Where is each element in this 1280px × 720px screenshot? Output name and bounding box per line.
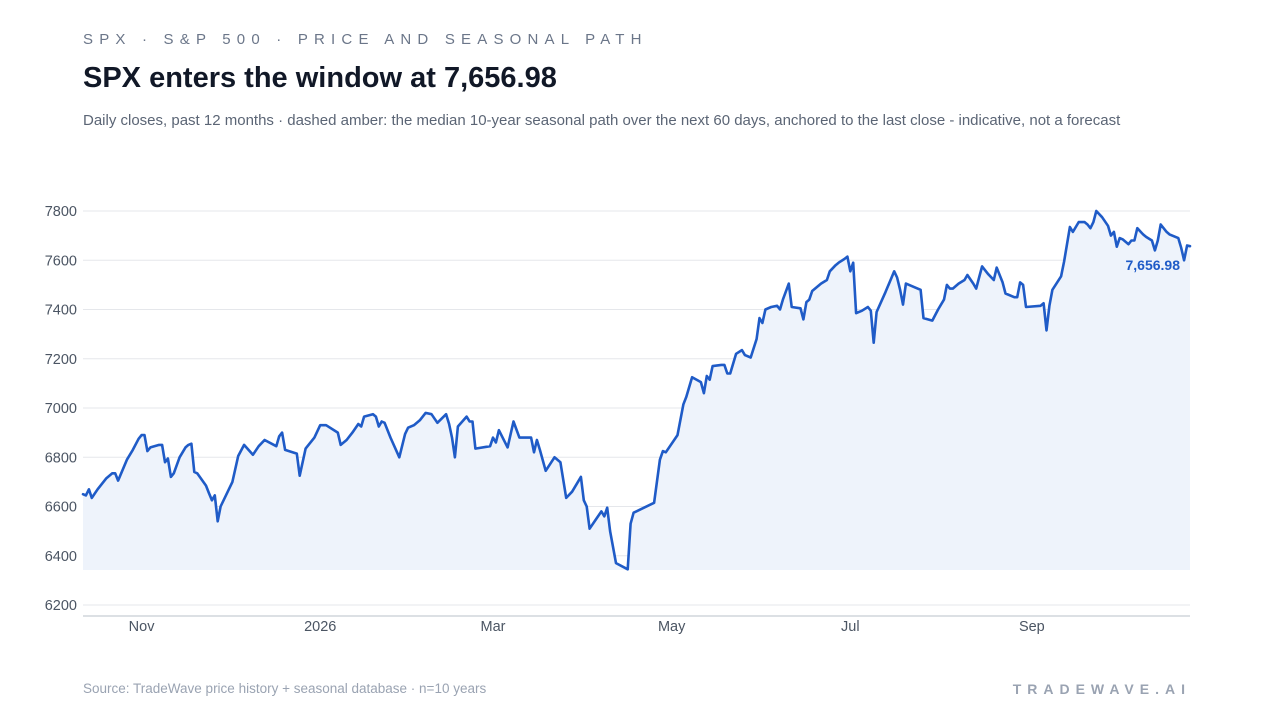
tick-labels: 6200 6400 6600 6800 7000 7200 7400 7600 7800 Nov 2… <box>45 204 1180 635</box>
x-tick-label: Mar <box>481 619 506 635</box>
x-tick-label: 2026 <box>304 619 336 635</box>
price-area <box>83 211 1190 570</box>
price-chart: 6200 6400 6600 6800 7000 7200 7400 7600 7800 Nov 2… <box>45 204 1192 635</box>
y-tick-label: 6200 <box>45 598 77 614</box>
x-tick-label: Nov <box>129 619 156 635</box>
area-layer <box>83 211 1190 570</box>
y-tick-label: 7600 <box>45 253 77 269</box>
x-tick-label: Jul <box>841 619 860 635</box>
price-line <box>81 209 1192 571</box>
brand-wordmark: TRADEWAVE.AI <box>1012 681 1191 697</box>
x-tick-label: May <box>658 619 686 635</box>
last-value-label: 7,656.98 <box>1126 257 1181 273</box>
y-tick-label: 7400 <box>45 303 77 319</box>
x-tick-label: Sep <box>1019 619 1045 635</box>
y-tick-label: 7800 <box>45 204 77 220</box>
source-note: Source: TradeWave price history + season… <box>83 681 487 696</box>
y-tick-label: 7000 <box>45 401 77 417</box>
chart-subtitle: Daily closes, past 12 months · dashed am… <box>83 112 1121 129</box>
chart-eyebrow: SPX · S&P 500 · PRICE AND SEASONAL PATH <box>83 31 648 48</box>
y-tick-label: 7200 <box>45 352 77 368</box>
line-layer <box>81 209 1192 571</box>
y-tick-label: 6800 <box>45 450 77 466</box>
y-tick-label: 6400 <box>45 549 77 565</box>
chart-title: SPX enters the window at 7,656.98 <box>83 62 557 94</box>
y-tick-label: 6600 <box>45 500 77 516</box>
